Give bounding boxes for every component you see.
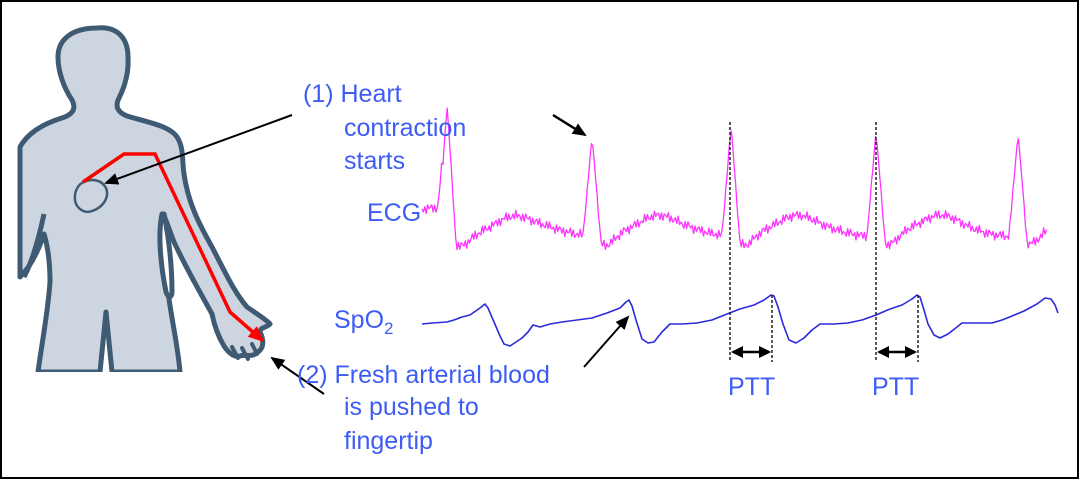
fingertip-pointer-arrow	[270, 356, 325, 395]
ecg-waveform	[421, 107, 1048, 251]
ecg-label: ECG	[367, 199, 422, 227]
step2-label-line3: fingertip	[344, 427, 433, 455]
spo2-peak-arrow	[583, 315, 630, 368]
spo2-label-main: SpO	[334, 306, 385, 334]
heart-pointer-arrow	[104, 114, 293, 185]
spo2-label-subscript: 2	[384, 319, 394, 338]
ptt-interval-arrow-2	[877, 346, 917, 358]
spo2-waveform	[421, 294, 1059, 347]
arterial-pathway-arrow	[82, 152, 265, 342]
ecg-peak-arrow	[552, 113, 587, 137]
step1-label-line3: starts	[344, 147, 406, 175]
step1-label-line1: (1) Heart	[303, 80, 402, 108]
step1-label-line2: contraction	[344, 114, 467, 142]
ptt-label-1: PTT	[728, 373, 776, 401]
step2-label-line1: (2) Fresh arterial blood	[297, 361, 550, 389]
spo2-label: SpO2	[334, 306, 394, 338]
ptt-markers	[729, 122, 919, 362]
step2-label-line2: is pushed to	[344, 393, 479, 421]
ptt-label-2: PTT	[872, 373, 920, 401]
ptt-interval-arrow-1	[731, 346, 771, 358]
heart-outline-icon	[73, 178, 109, 213]
human-silhouette-icon	[17, 25, 273, 372]
